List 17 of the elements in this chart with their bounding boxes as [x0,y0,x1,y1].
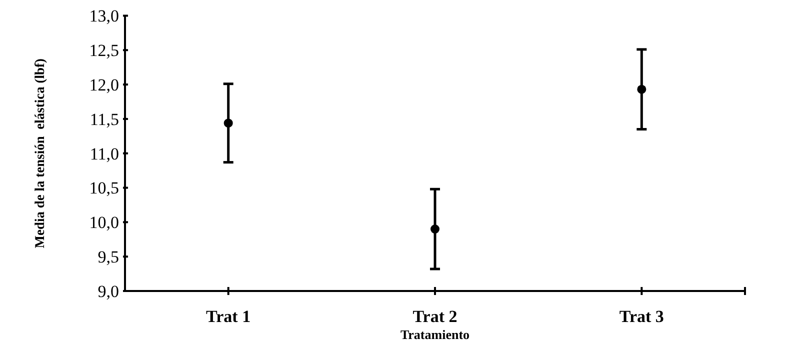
y-tick-label: 10,0 [89,213,119,232]
y-tick-label: 9,5 [98,248,119,267]
y-tick-label: 12,0 [89,75,119,94]
x-tick-label: Trat 1 [206,307,251,326]
y-tick-label: 13,0 [89,6,119,26]
y-tick-label: 11,5 [90,110,119,129]
y-tick-label: 10,5 [89,178,119,198]
y-tick-label: 9,0 [98,282,119,301]
x-tick-label: Trat 2 [412,307,458,326]
y-tick-label: 12,5 [89,41,119,60]
x-tick-label: Trat 3 [619,307,664,326]
y-tick-label: 11,0 [90,144,119,164]
point [430,224,440,234]
point [224,118,233,128]
point [637,84,646,94]
x-axis-title: Tratamiento [400,327,470,342]
y-axis-title: Media de la tensión elástica (lbf) [32,58,47,248]
